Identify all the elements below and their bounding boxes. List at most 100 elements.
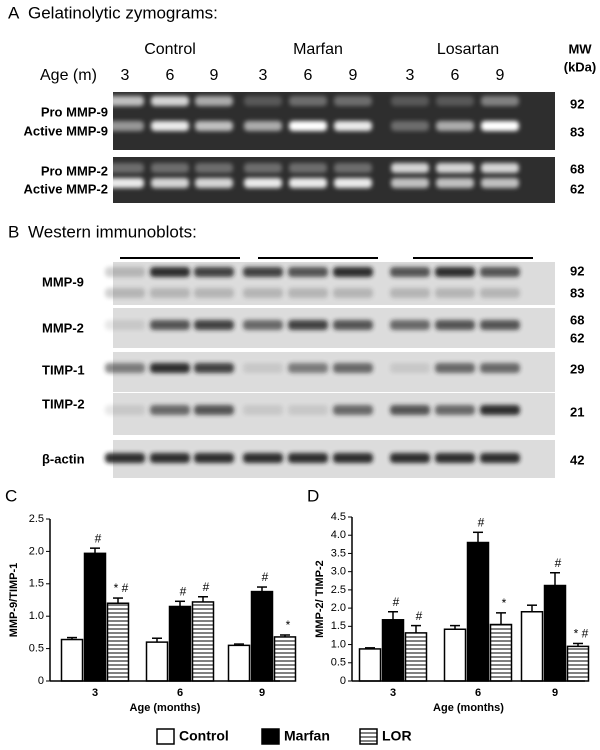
bar — [489, 623, 513, 682]
blot-band — [435, 320, 475, 330]
blot-label: MMP-9 — [42, 274, 84, 289]
legend-swatch — [359, 728, 378, 745]
gel-band — [391, 121, 429, 131]
gel-band — [436, 121, 474, 131]
y-tick-label: 1.5 — [331, 620, 346, 632]
blot-band — [288, 363, 328, 373]
gel-row-label: Active MMP-2 — [23, 181, 108, 196]
blot-band — [333, 288, 373, 298]
blot-band — [194, 267, 234, 277]
bar — [443, 628, 467, 682]
blot-band — [194, 363, 234, 373]
gel-band — [436, 178, 474, 188]
gel-band — [106, 178, 144, 188]
x-tick-label: 3 — [92, 687, 98, 699]
legend-label: LOR — [382, 728, 412, 744]
blot-band — [390, 363, 430, 373]
bar — [381, 619, 405, 682]
y-tick-label: 2.0 — [331, 602, 346, 614]
panel-letter: A — [8, 3, 20, 22]
blot-band — [243, 320, 283, 330]
x-tick-label: 9 — [552, 687, 558, 699]
mw-label: 83 — [570, 285, 584, 300]
gel-band — [481, 96, 519, 106]
y-axis-label: MMP-2/ TIMP-2 — [314, 560, 326, 638]
gel-band — [151, 121, 189, 131]
significance-marker: # — [262, 570, 269, 584]
bar — [358, 648, 382, 682]
blot-band — [194, 405, 234, 415]
lane-label: 9 — [496, 67, 505, 84]
bar — [250, 590, 274, 682]
blot-label: β-actin — [42, 451, 85, 466]
bar — [191, 601, 215, 682]
blot-band — [288, 320, 328, 330]
blot-band — [480, 288, 520, 298]
blot-band — [480, 267, 520, 277]
gel-band — [481, 121, 519, 131]
legend-swatch — [261, 728, 280, 745]
x-tick-label: 6 — [177, 687, 183, 699]
gel-band — [289, 96, 327, 106]
blot-band — [150, 288, 190, 298]
group-label: Marfan — [293, 41, 343, 58]
gel-band — [244, 121, 282, 131]
blot-band — [480, 363, 520, 373]
blot-band — [150, 267, 190, 277]
blot-band — [150, 453, 190, 463]
lane-label: 9 — [210, 67, 219, 84]
mw-label: 62 — [570, 330, 584, 345]
bar — [543, 584, 567, 682]
blot-band — [390, 320, 430, 330]
gel-band — [195, 178, 233, 188]
y-tick-label: 0 — [38, 675, 44, 687]
legend-label: Control — [179, 728, 229, 744]
y-tick-label: 3.5 — [331, 547, 346, 559]
significance-marker: # — [203, 580, 210, 594]
significance-marker: # — [180, 584, 187, 598]
blot-band — [333, 320, 373, 330]
bar — [168, 605, 192, 682]
y-axis-label: MMP-9/TIMP-1 — [8, 563, 20, 638]
gel-band — [289, 178, 327, 188]
blot-band — [194, 288, 234, 298]
mw-label: 42 — [570, 452, 584, 467]
mw-label: 92 — [570, 96, 584, 111]
gel-band — [481, 163, 519, 173]
blot-band — [243, 288, 283, 298]
gel-band — [195, 121, 233, 131]
significance-marker: # — [95, 531, 102, 545]
blot-band — [435, 363, 475, 373]
gel-band — [436, 163, 474, 173]
blot-band — [105, 363, 145, 373]
lane-label: 6 — [166, 67, 175, 84]
blot-band — [390, 288, 430, 298]
blot-band — [288, 288, 328, 298]
gel-row-label: Pro MMP-2 — [41, 163, 108, 178]
blot-band — [243, 405, 283, 415]
significance-marker: * # — [114, 581, 129, 595]
x-tick-label: 6 — [475, 687, 481, 699]
y-tick-label: 4.5 — [331, 511, 346, 523]
gel-band — [334, 96, 372, 106]
gel-band — [195, 96, 233, 106]
gel-band — [151, 163, 189, 173]
mw-label: 92 — [570, 263, 584, 278]
gel-band — [151, 96, 189, 106]
blot-band — [288, 453, 328, 463]
x-tick-label: 3 — [390, 687, 396, 699]
blot-band — [243, 363, 283, 373]
blot-band — [105, 267, 145, 277]
gel-band — [334, 163, 372, 173]
gel-band — [334, 178, 372, 188]
blot-band — [435, 405, 475, 415]
gel-band — [106, 96, 144, 106]
blot-band — [105, 405, 145, 415]
gel-row-label: Active MMP-9 — [23, 123, 108, 138]
significance-marker: # — [478, 515, 485, 529]
y-tick-label: 4.0 — [331, 529, 346, 541]
gel-band — [244, 178, 282, 188]
y-tick-label: 3.0 — [331, 566, 346, 578]
gel-row-label: Pro MMP-9 — [41, 104, 108, 119]
bar — [273, 636, 297, 682]
